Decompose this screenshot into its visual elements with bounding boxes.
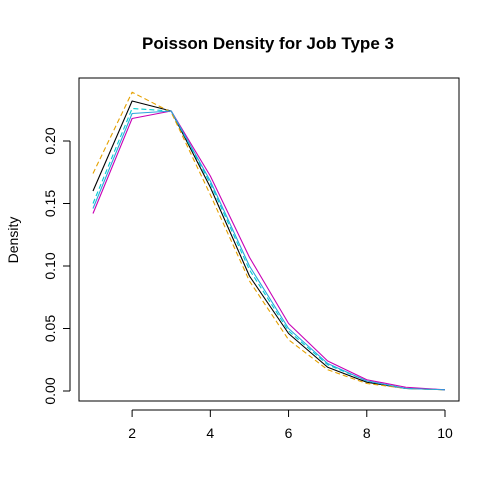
- y-tick-label: 0.05: [42, 315, 58, 342]
- plot-frame: [78, 77, 460, 402]
- series-line-5: [92, 110, 446, 391]
- x-tick-label: 10: [437, 425, 453, 441]
- y-tick-label: 0.10: [42, 252, 58, 279]
- series-group: [92, 91, 446, 391]
- x-tick-label: 6: [285, 425, 293, 441]
- series-line-4: [92, 110, 446, 391]
- series-line-2: [92, 107, 446, 391]
- series-line-3: [92, 91, 446, 391]
- y-tick-label: 0.00: [42, 377, 58, 404]
- y-axis-label: Density: [5, 217, 21, 264]
- series-line-1: [92, 100, 446, 391]
- y-tick-label: 0.15: [42, 190, 58, 217]
- x-tick-label: 2: [128, 425, 136, 441]
- y-tick-label: 0.20: [42, 127, 58, 154]
- x-tick-label: 4: [206, 425, 214, 441]
- y-axis: 0.00 0.05 0.10 0.15 0.20: [42, 127, 71, 405]
- x-axis: 2 4 6 8 10: [128, 409, 453, 441]
- chart-title: Poisson Density for Job Type 3: [142, 34, 394, 53]
- x-tick-label: 8: [363, 425, 371, 441]
